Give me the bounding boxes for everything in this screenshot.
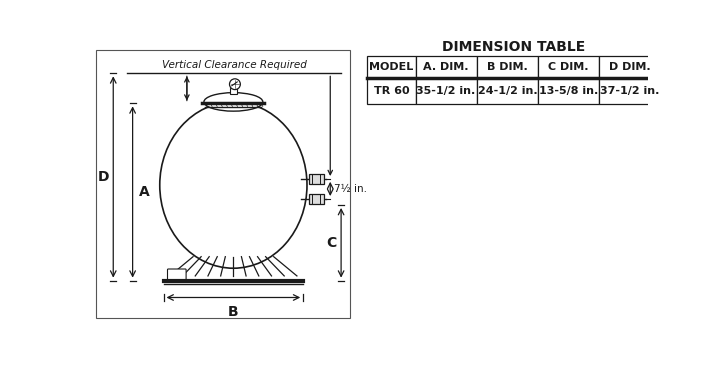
Bar (96, 50, 351, 318)
Bar (538, 56, 599, 78)
Bar (477, 78, 538, 104)
Bar (599, 56, 660, 78)
Text: 35-1/2 in.: 35-1/2 in. (416, 86, 476, 96)
FancyBboxPatch shape (168, 269, 186, 281)
Text: A. DIM.: A. DIM. (423, 62, 469, 72)
Ellipse shape (204, 93, 263, 111)
Circle shape (230, 79, 240, 89)
Bar (367, 56, 415, 78)
Text: D DIM.: D DIM. (609, 62, 651, 72)
Bar (415, 78, 477, 104)
Ellipse shape (160, 102, 307, 268)
Text: A: A (139, 185, 150, 199)
Text: MODEL: MODEL (369, 62, 413, 72)
Text: 37-1/2 in.: 37-1/2 in. (600, 86, 660, 96)
Text: B: B (228, 305, 239, 319)
Text: B DIM.: B DIM. (487, 62, 528, 72)
Text: 7½ in.: 7½ in. (334, 184, 367, 194)
FancyBboxPatch shape (309, 174, 324, 184)
FancyBboxPatch shape (309, 194, 324, 204)
Text: TR 60: TR 60 (374, 86, 409, 96)
Bar (538, 78, 599, 104)
Bar (367, 78, 415, 104)
Text: Vertical Clearance Required: Vertical Clearance Required (162, 60, 307, 70)
Bar (477, 56, 538, 78)
Bar (230, 88, 238, 94)
Text: C DIM.: C DIM. (549, 62, 589, 72)
Text: DIMENSION TABLE: DIMENSION TABLE (442, 40, 585, 54)
Bar (599, 78, 660, 104)
Text: 24-1/2 in.: 24-1/2 in. (477, 86, 537, 96)
Text: 13-5/8 in.: 13-5/8 in. (539, 86, 598, 96)
Text: D: D (98, 170, 109, 184)
Text: C: C (327, 236, 337, 250)
Bar (415, 56, 477, 78)
